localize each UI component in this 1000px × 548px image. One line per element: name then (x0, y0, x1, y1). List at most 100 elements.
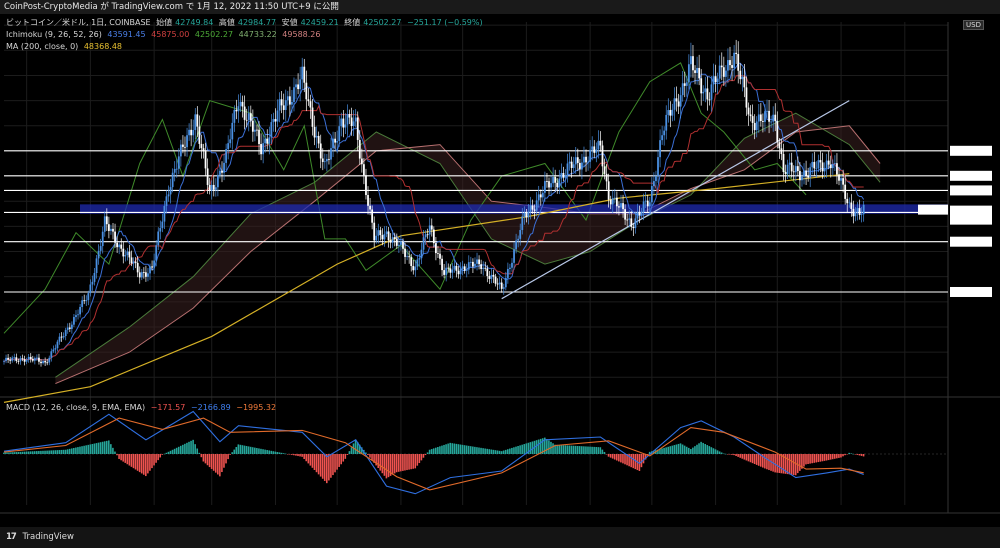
macd-histogram-bar-positive (457, 444, 460, 454)
candle-down (356, 117, 359, 140)
candle-down (570, 161, 573, 168)
candle-up (727, 60, 729, 71)
currency-button[interactable]: USD (963, 20, 984, 30)
macd-histogram-bar-negative (733, 454, 735, 456)
candle-down (821, 162, 824, 172)
macd-histogram-bar-negative (424, 454, 427, 456)
candle-down (846, 198, 849, 204)
candle-up (192, 130, 195, 136)
candle-up (99, 246, 102, 251)
macd-histogram-bar-negative (727, 454, 729, 455)
candle-down (303, 66, 306, 83)
candle-down (496, 283, 499, 285)
macd-histogram-bar-negative (206, 454, 209, 466)
macd-histogram-bar-positive (432, 448, 435, 454)
macd-histogram-bar-negative (342, 454, 345, 462)
macd-histogram-bar-positive (537, 439, 540, 454)
price-chart[interactable] (0, 14, 1000, 527)
candle-up (188, 129, 190, 136)
macd-histogram-bar-positive (249, 446, 252, 454)
candle-down (46, 362, 49, 364)
candle-up (422, 237, 425, 250)
macd-histogram-bar-negative (381, 454, 384, 474)
macd-histogram-bar-negative (397, 454, 400, 472)
candle-down (852, 208, 855, 217)
macd-histogram-bar-positive (21, 451, 24, 454)
candle-up (566, 163, 569, 176)
macd-histogram-bar-positive (552, 443, 554, 454)
macd-histogram-bar-positive (9, 452, 11, 454)
candle-up (85, 300, 88, 302)
candle-down (819, 160, 822, 163)
candle-up (527, 211, 530, 218)
candle-down (434, 243, 437, 254)
macd-histogram-bar-negative (307, 454, 310, 464)
candle-down (29, 356, 32, 359)
candle-down (488, 276, 491, 279)
ma-legend[interactable]: MA (200, close, 0) 48368.48 (6, 41, 125, 52)
macd-histogram-bar-positive (274, 451, 277, 454)
candle-down (599, 140, 602, 146)
macd-histogram-bar-positive (15, 452, 18, 454)
candle-down (751, 116, 754, 123)
candle-up (62, 336, 65, 338)
macd-histogram-bar-positive (687, 447, 690, 454)
macd-histogram-bar-negative (774, 454, 776, 473)
candle-up (239, 101, 242, 107)
macd-histogram-bar-negative (367, 454, 369, 456)
macd-histogram-bar-positive (480, 447, 482, 454)
candle-up (89, 284, 92, 294)
macd-histogram-bar-positive (194, 444, 196, 454)
kijun-sen-line (3, 75, 864, 363)
candle-up (132, 261, 135, 264)
macd-histogram-bar-positive (447, 443, 449, 454)
tradingview-brand[interactable]: TradingView (22, 532, 74, 542)
candle-up (650, 186, 653, 203)
macd-histogram-bar-negative (145, 454, 147, 477)
candle-up (214, 187, 217, 190)
candle-up (755, 121, 758, 131)
candle-up (254, 129, 256, 132)
candle-down (492, 274, 495, 277)
macd-histogram-bar-positive (461, 444, 464, 454)
candle-up (177, 156, 180, 169)
macd-histogram-bar-negative (142, 454, 145, 475)
candle-down (441, 258, 443, 271)
candle-down (576, 157, 579, 163)
macd-histogram-bar-negative (615, 454, 618, 461)
macd-histogram-bar-positive (177, 446, 180, 454)
macd-histogram-bar-positive (241, 445, 244, 454)
macd-histogram-bar-negative (116, 454, 118, 456)
candle-up (636, 212, 639, 219)
ichimoku-legend[interactable]: Ichimoku (9, 26, 52, 26) 43591.45 45875.… (6, 29, 323, 40)
candle-down (443, 270, 446, 275)
macd-histogram-bar-negative (622, 454, 624, 464)
macd-histogram-bar-positive (441, 445, 443, 454)
macd-histogram-bar-positive (724, 453, 727, 455)
macd-legend[interactable]: MACD (12, 26, close, 9, EMA, EMA) −171.5… (6, 402, 279, 413)
macd-histogram-bar-positive (44, 450, 46, 454)
macd-histogram-bar-positive (465, 445, 468, 454)
publish-info: CoinPost-CryptoMedia が TradingView.com で… (0, 0, 1000, 14)
macd-histogram-bar-negative (420, 454, 423, 461)
macd-histogram-bar-positive (659, 449, 661, 454)
candle-down (334, 138, 337, 143)
macd-histogram-bar-negative (328, 454, 330, 481)
macd-histogram-bar-positive (46, 450, 48, 454)
candle-up (788, 162, 791, 165)
macd-histogram-bar-negative (609, 454, 612, 458)
macd-histogram-bar-negative (753, 454, 756, 465)
macd-histogram-bar-negative (311, 454, 314, 468)
candle-up (815, 168, 818, 170)
macd-histogram-bar-negative (291, 454, 293, 455)
level-price-tag (950, 145, 992, 156)
candle-up (831, 164, 834, 169)
candle-down (554, 177, 557, 183)
macd-histogram-bar-negative (375, 454, 377, 466)
candle-up (611, 198, 614, 205)
candle-up (325, 158, 328, 162)
tradingview-logo-icon[interactable]: 17 (6, 532, 17, 542)
candle-up (848, 202, 851, 204)
macd-histogram-bar-positive (509, 448, 511, 454)
candle-down (494, 276, 497, 284)
